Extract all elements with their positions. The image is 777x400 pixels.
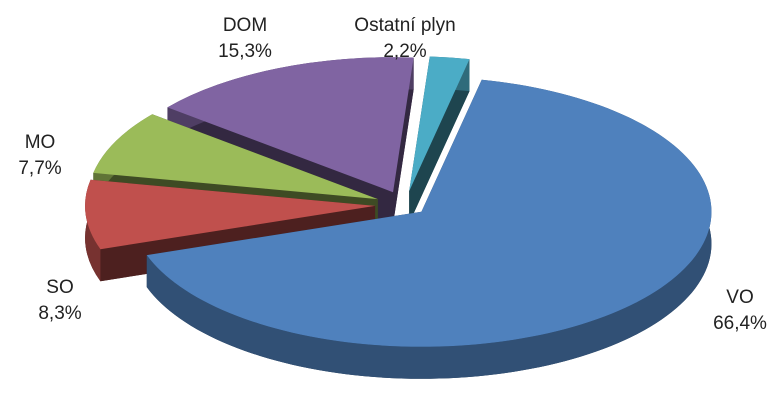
slice-label: VO xyxy=(726,287,753,308)
slice-value-label: 66,4% xyxy=(713,313,767,334)
slice-wall xyxy=(393,57,414,225)
slice-label: SO xyxy=(46,277,73,298)
slice-top xyxy=(93,114,378,200)
slice-top xyxy=(146,79,712,347)
slice-value-label: 8,3% xyxy=(38,303,81,324)
slice-top xyxy=(167,57,414,193)
slice-label: Ostatní plyn xyxy=(354,15,455,36)
slice xyxy=(409,56,470,224)
slice-wall xyxy=(409,59,470,224)
slice-value-label: 7,7% xyxy=(18,158,61,179)
slice-value-label: 15,3% xyxy=(218,41,272,62)
slice xyxy=(146,79,712,379)
slice-top xyxy=(409,56,470,192)
slice-top xyxy=(85,179,376,250)
slice-label: DOM xyxy=(223,15,267,36)
slice-label: MO xyxy=(25,132,56,153)
slice-value-label: 2,2% xyxy=(383,41,426,62)
